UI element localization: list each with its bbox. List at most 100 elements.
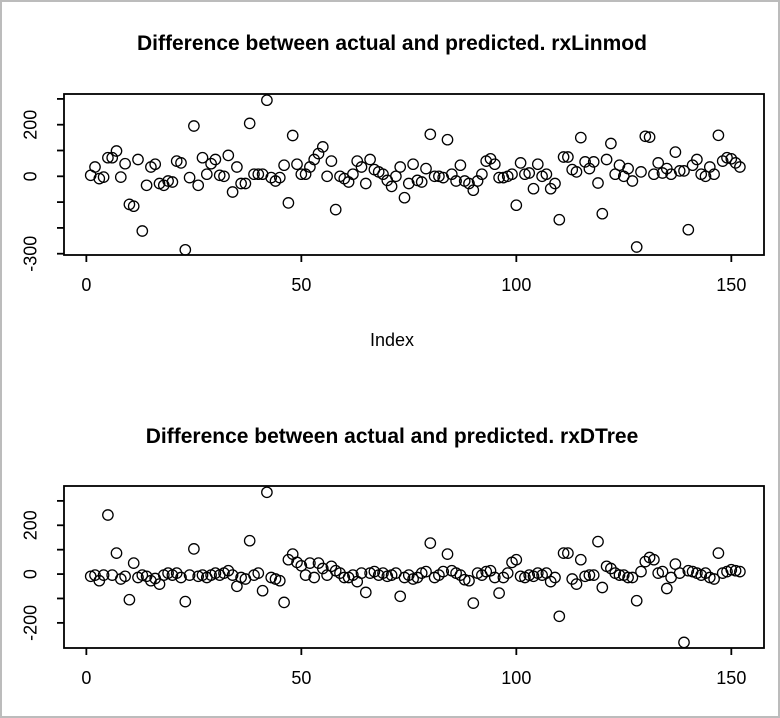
- data-point: [510, 199, 523, 212]
- data-point: [243, 534, 256, 547]
- data-point: [218, 170, 230, 183]
- data-point: [488, 571, 501, 584]
- data-point: [188, 120, 200, 132]
- data-point: [734, 161, 746, 173]
- data-point: [562, 151, 574, 163]
- data-point: [252, 168, 265, 181]
- plot1-title: Difference between actual and predicted.…: [137, 32, 647, 55]
- data-point: [725, 563, 738, 576]
- data-point: [359, 586, 372, 599]
- data-point: [626, 175, 639, 187]
- data-point: [712, 129, 725, 142]
- data-point: [531, 158, 544, 171]
- data-point: [226, 569, 239, 581]
- y-tick-label: 0: [21, 171, 41, 181]
- data-point: [411, 571, 424, 584]
- data-point: [450, 175, 462, 187]
- x-tick-label: 50: [291, 668, 311, 688]
- data-point: [596, 207, 609, 220]
- data-point: [89, 161, 101, 173]
- x-tick-label: 50: [291, 275, 311, 295]
- data-point: [669, 146, 682, 158]
- data-point: [463, 574, 475, 587]
- data-point: [592, 535, 604, 548]
- data-point: [424, 537, 437, 549]
- data-point: [527, 182, 540, 195]
- data-point: [102, 151, 114, 164]
- data-point: [562, 547, 574, 559]
- data-point: [678, 636, 690, 649]
- data-point: [493, 171, 505, 184]
- data-point: [682, 223, 695, 236]
- data-point: [114, 171, 127, 183]
- data-point: [540, 168, 553, 181]
- data-point: [501, 567, 514, 579]
- data-point: [136, 225, 149, 237]
- data-point: [179, 595, 192, 608]
- data-point: [162, 175, 174, 187]
- data-point: [596, 581, 609, 594]
- data-point: [140, 570, 153, 583]
- data-point: [613, 569, 626, 581]
- data-point: [583, 569, 596, 581]
- data-point: [243, 117, 256, 130]
- data-point: [570, 578, 583, 590]
- data-point: [549, 571, 561, 584]
- data-point: [630, 594, 643, 607]
- data-point: [170, 567, 183, 579]
- data-point: [351, 155, 364, 167]
- data-point: [678, 165, 690, 177]
- data-point: [196, 151, 209, 164]
- data-point: [691, 153, 703, 166]
- data-point: [183, 171, 196, 184]
- data-point: [192, 570, 205, 583]
- data-point: [643, 131, 656, 143]
- data-point: [295, 168, 308, 181]
- data-point: [226, 186, 239, 198]
- data-point: [488, 158, 501, 171]
- data-point: [630, 241, 643, 253]
- y-tick-label: -200: [21, 605, 41, 641]
- x-tick-label: 100: [501, 275, 531, 295]
- data-point: [273, 171, 286, 184]
- data-point: [325, 155, 338, 167]
- data-point: [712, 547, 725, 559]
- data-point: [463, 177, 475, 190]
- data-point: [286, 129, 299, 142]
- data-point: [570, 166, 583, 178]
- data-point: [480, 565, 493, 578]
- data-point: [106, 151, 119, 164]
- data-point: [708, 168, 720, 181]
- data-point: [149, 158, 162, 171]
- data-point: [291, 158, 303, 171]
- data-point: [235, 177, 247, 190]
- data-point: [261, 486, 273, 499]
- data-point: [132, 153, 144, 166]
- data-point: [734, 565, 746, 578]
- data-point: [441, 133, 454, 146]
- data-point: [347, 168, 359, 181]
- data-point: [188, 543, 200, 555]
- data-point: [415, 176, 428, 188]
- data-point: [295, 559, 308, 572]
- data-point: [574, 553, 587, 566]
- data-point: [549, 177, 561, 190]
- data-point: [437, 565, 450, 578]
- data-point: [682, 564, 695, 577]
- data-point: [635, 565, 647, 578]
- data-point: [166, 176, 179, 188]
- data-point: [359, 177, 372, 190]
- data-point: [308, 571, 321, 584]
- data-point: [179, 243, 192, 256]
- data-point: [600, 153, 613, 166]
- plot-box: [63, 93, 765, 256]
- x-tick-label: 150: [716, 668, 746, 688]
- x-tick-label: 100: [501, 668, 531, 688]
- data-point: [209, 153, 222, 166]
- data-point: [347, 569, 359, 581]
- data-point: [110, 145, 123, 157]
- data-point: [205, 157, 217, 170]
- data-point: [708, 573, 720, 585]
- y-tick-label: 0: [21, 569, 41, 579]
